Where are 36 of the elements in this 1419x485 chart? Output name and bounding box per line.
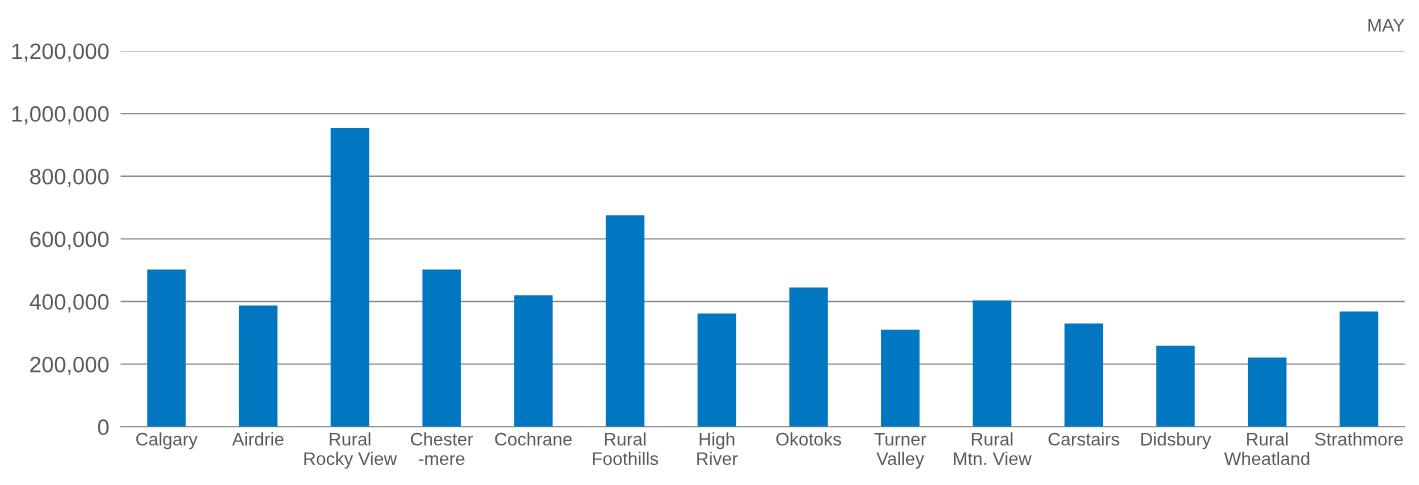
bar — [972, 300, 1012, 427]
bar — [697, 313, 737, 427]
x-tick-label: High River — [697, 432, 738, 466]
bar — [1064, 323, 1104, 427]
x-tick-label: Rural Mtn. View — [954, 432, 1032, 466]
x-tick-label: Carstairs — [1048, 432, 1120, 446]
x-tick-label: Strathmore — [1315, 432, 1403, 446]
bar — [1247, 357, 1287, 427]
bar — [514, 295, 553, 427]
x-tick-label: Didsbury — [1141, 432, 1212, 450]
x-tick-label: Cochrane — [495, 432, 572, 446]
x-tick-label: Airdrie — [232, 432, 284, 446]
bar — [1339, 311, 1379, 427]
bar — [147, 269, 186, 427]
y-tick-label: 800,000 — [30, 168, 109, 188]
x-tick-label: Okotoks — [776, 432, 842, 446]
y-tick-label: 1,200,000 — [12, 43, 109, 62]
x-tick-label: Turner Valley — [874, 433, 927, 469]
chart-title: MAY — [1368, 19, 1405, 32]
x-tick-label: Rural Foothills — [592, 432, 659, 466]
y-tick-label: 0 — [98, 419, 109, 436]
y-tick-label: 600,000 — [30, 231, 109, 250]
y-tick-label: 200,000 — [30, 356, 109, 376]
x-tick-label: Chester -mere — [410, 432, 473, 466]
bar — [238, 305, 278, 427]
bar — [1156, 345, 1195, 427]
bar — [330, 127, 370, 427]
y-tick-label: 1,000,000 — [12, 106, 109, 125]
bar — [789, 287, 828, 427]
bar — [605, 215, 645, 427]
x-tick-label: Calgary — [136, 432, 198, 450]
x-tick-label: Rural Rocky View — [304, 432, 397, 469]
x-tick-label: Rural Wheatland — [1224, 432, 1310, 466]
bar — [881, 329, 920, 427]
y-tick-label: 400,000 — [29, 294, 109, 313]
bar — [422, 269, 461, 427]
